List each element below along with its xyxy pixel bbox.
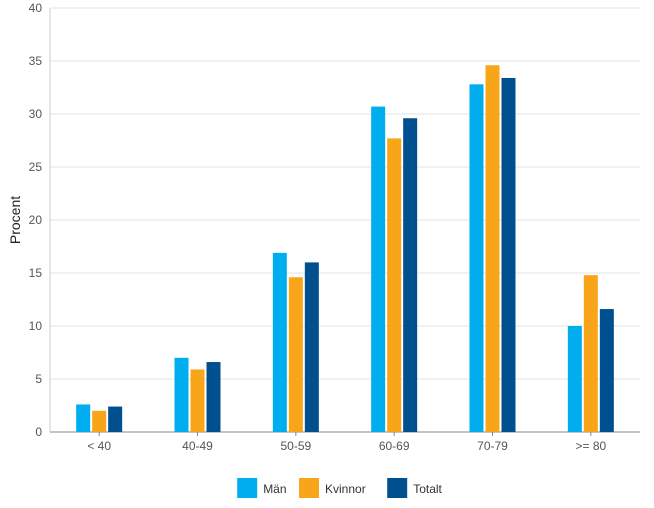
legend-swatch (237, 478, 258, 498)
y-axis-title: Procent (7, 196, 23, 244)
bar (108, 406, 123, 432)
y-tick-label: 10 (29, 319, 43, 333)
y-tick-label: 0 (35, 425, 42, 439)
bar (485, 65, 500, 433)
x-tick-label: 50-59 (280, 439, 311, 453)
y-tick-label: 20 (29, 213, 43, 227)
bar (387, 138, 402, 432)
bar (469, 84, 484, 432)
gridlines (50, 7, 640, 380)
bars (76, 65, 614, 433)
bar (174, 357, 189, 432)
bar (371, 106, 386, 432)
x-tick-label: < 40 (87, 439, 111, 453)
y-tick-label: 25 (29, 160, 43, 174)
x-tick-label: 70-79 (477, 439, 508, 453)
legend-swatch (387, 478, 408, 498)
y-tick-label: 40 (29, 1, 43, 15)
x-tick-label: 60-69 (379, 439, 410, 453)
y-tick-label: 30 (29, 107, 43, 121)
bar (567, 326, 582, 432)
y-axis: 0 5 10 15 20 25 30 35 40 (29, 1, 43, 439)
bar (599, 309, 614, 432)
legend-swatch (299, 478, 319, 498)
legend-label: Kvinnor (325, 482, 366, 496)
bar (206, 362, 221, 432)
y-tick-label: 5 (35, 372, 42, 386)
bar (304, 262, 319, 432)
x-tick-label: >= 80 (575, 439, 606, 453)
bar (190, 369, 205, 432)
x-axis: < 40 40-49 50-59 60-69 70-79 >= 80 (87, 432, 607, 453)
legend-label: Totalt (413, 482, 442, 496)
bar (403, 118, 418, 433)
bar (501, 77, 516, 433)
y-tick-label: 15 (29, 266, 43, 280)
x-tick-label: 40-49 (182, 439, 213, 453)
legend: Män Kvinnor Totalt (237, 478, 443, 498)
bar (583, 275, 598, 432)
bar (288, 277, 303, 432)
bar (272, 252, 287, 432)
bar (76, 404, 91, 432)
y-tick-label: 35 (29, 54, 43, 68)
legend-label: Män (263, 482, 286, 496)
bar (92, 410, 107, 432)
